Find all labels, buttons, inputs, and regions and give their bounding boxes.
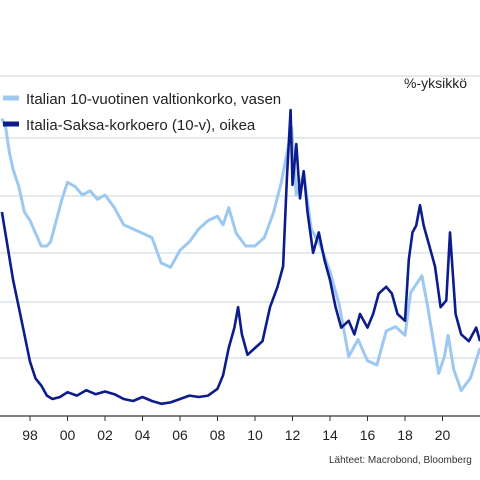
x-tick-label: 06: [172, 427, 188, 443]
legend-label-spread: Italia-Saksa-korkoero (10-v), oikea: [26, 117, 256, 134]
unit-label: %-yksikkö: [404, 75, 467, 91]
x-tick-label: 14: [322, 427, 338, 443]
x-tick-label: 98: [22, 427, 38, 443]
x-tick-label: 04: [135, 427, 151, 443]
x-tick-label: 10: [247, 427, 263, 443]
x-tick-label: 20: [435, 427, 451, 443]
series-line-spread: [0, 108, 480, 406]
x-tick-label: 18: [397, 427, 413, 443]
gridlines: [0, 75, 480, 359]
legend-label-yield: Italian 10-vuotinen valtionkorko, vasen: [26, 91, 281, 108]
x-tick-label: 02: [97, 427, 113, 443]
x-tick-label: 16: [360, 427, 376, 443]
legend: Italian 10-vuotinen valtionkorko, vasen …: [3, 91, 281, 134]
source-label: Lähteet: Macrobond, Bloomberg: [329, 455, 472, 466]
series-lines: [0, 108, 480, 406]
x-tick-label: 08: [210, 427, 226, 443]
series-line-yield: [0, 117, 480, 392]
x-tick-labels: 98 00 02 04 06 08 10 12 14 16 18 20: [22, 416, 450, 443]
x-tick-label: 00: [60, 427, 76, 443]
x-tick-label: 12: [285, 427, 301, 443]
